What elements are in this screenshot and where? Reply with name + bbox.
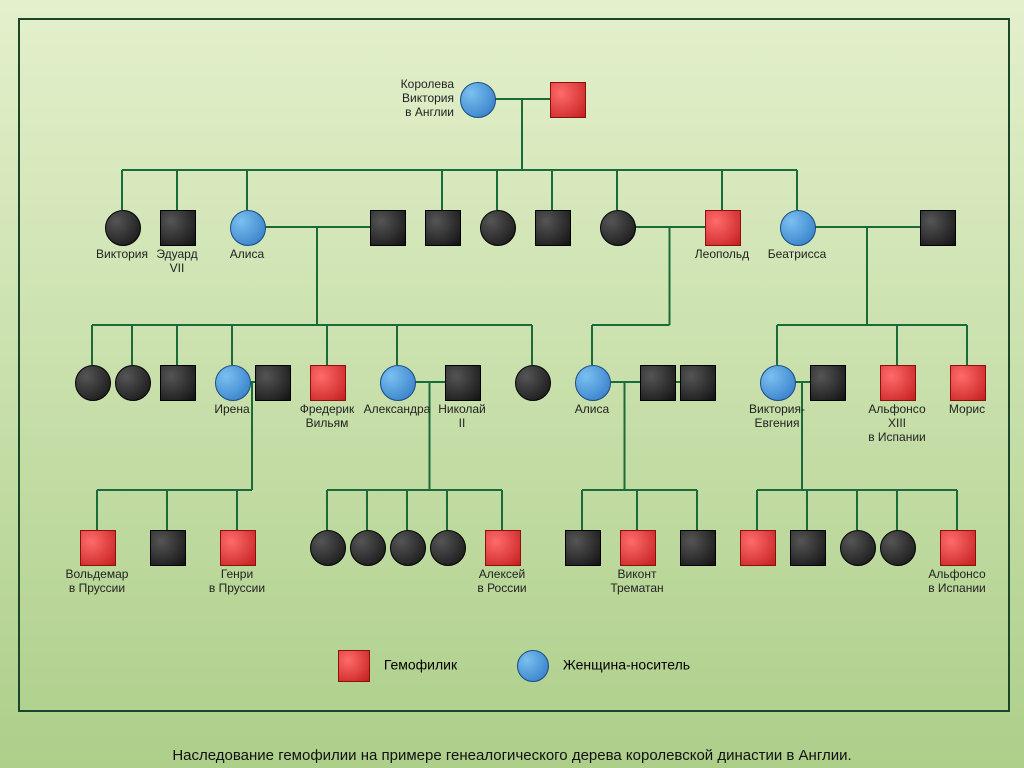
pedigree-node-g4h: [485, 530, 521, 566]
pedigree-node-g3e: [310, 365, 346, 401]
pedigree-node-g3a: [75, 365, 111, 401]
pedigree-node-g3fH: [445, 365, 481, 401]
pedigree-node-g2e: [480, 210, 516, 246]
pedigree-label-g3fH: НиколайII: [402, 403, 522, 431]
pedigree-node-g4p: [940, 530, 976, 566]
legend-carrier-label: Женщина-носитель: [563, 657, 690, 673]
pedigree-node-g4b: [150, 530, 186, 566]
pedigree-node-g4c: [220, 530, 256, 566]
pedigree-node-g2c: [230, 210, 266, 246]
pedigree-node-qvH: [550, 82, 586, 118]
pedigree-node-g2d: [425, 210, 461, 246]
pedigree-label-g2c: Алиса: [187, 248, 307, 262]
pedigree-label-g4j: ВиконтТрематан: [577, 568, 697, 596]
pedigree-node-qv: [460, 82, 496, 118]
pedigree-label-g4a: Вольдемарв Пруссии: [37, 568, 157, 596]
caption: Наследование гемофилии на примере генеал…: [0, 747, 1024, 764]
pedigree-node-g3i: [760, 365, 796, 401]
pedigree-label-g2i: Беатрисса: [737, 248, 857, 262]
pedigree-label-g4c: Генрив Пруссии: [177, 568, 297, 596]
pedigree-node-g3h: [575, 365, 611, 401]
pedigree-node-g2iH: [920, 210, 956, 246]
pedigree-node-g3g: [515, 365, 551, 401]
pedigree-node-g4d: [310, 530, 346, 566]
pedigree-node-g4e: [350, 530, 386, 566]
pedigree-node-g4n: [840, 530, 876, 566]
pedigree-node-g4i: [565, 530, 601, 566]
legend-hemophilic-label: Гемофилик: [384, 657, 457, 673]
pedigree-label-g4h: Алексейв России: [442, 568, 562, 596]
pedigree-node-g4j: [620, 530, 656, 566]
pedigree-node-g2i: [780, 210, 816, 246]
pedigree-label-qv: КоролеваВикторияв Англии: [334, 78, 454, 119]
pedigree-node-g4m: [790, 530, 826, 566]
pedigree-label-g3h: Алиса: [532, 403, 652, 417]
pedigree-node-g3b: [115, 365, 151, 401]
pedigree-node-g3k: [950, 365, 986, 401]
pedigree-node-g4a: [80, 530, 116, 566]
pedigree-node-g3j: [880, 365, 916, 401]
pedigree-node-g2f: [535, 210, 571, 246]
pedigree-node-g2b: [160, 210, 196, 246]
pedigree-node-g4k: [680, 530, 716, 566]
pedigree-node-g3iH: [810, 365, 846, 401]
pedigree-node-g3f: [380, 365, 416, 401]
pedigree-node-g2g: [600, 210, 636, 246]
pedigree-node-g2h: [705, 210, 741, 246]
pedigree-node-g4l: [740, 530, 776, 566]
pedigree-label-g4p: Альфонсов Испании: [897, 568, 1017, 596]
pedigree-label-g3k: Морис: [907, 403, 1024, 417]
pedigree-node-g3d: [215, 365, 251, 401]
pedigree-node-g3hH: [640, 365, 676, 401]
pedigree-node-g3dH: [255, 365, 291, 401]
pedigree-node-g4f: [390, 530, 426, 566]
pedigree-label-g3i: Виктория-Евгения: [717, 403, 837, 431]
pedigree-node-g2cH: [370, 210, 406, 246]
pedigree-node-g2a: [105, 210, 141, 246]
pedigree-node-g3c: [160, 365, 196, 401]
pedigree-node-g4o: [880, 530, 916, 566]
pedigree-node-g4g: [430, 530, 466, 566]
pedigree-node-g3hH2: [680, 365, 716, 401]
